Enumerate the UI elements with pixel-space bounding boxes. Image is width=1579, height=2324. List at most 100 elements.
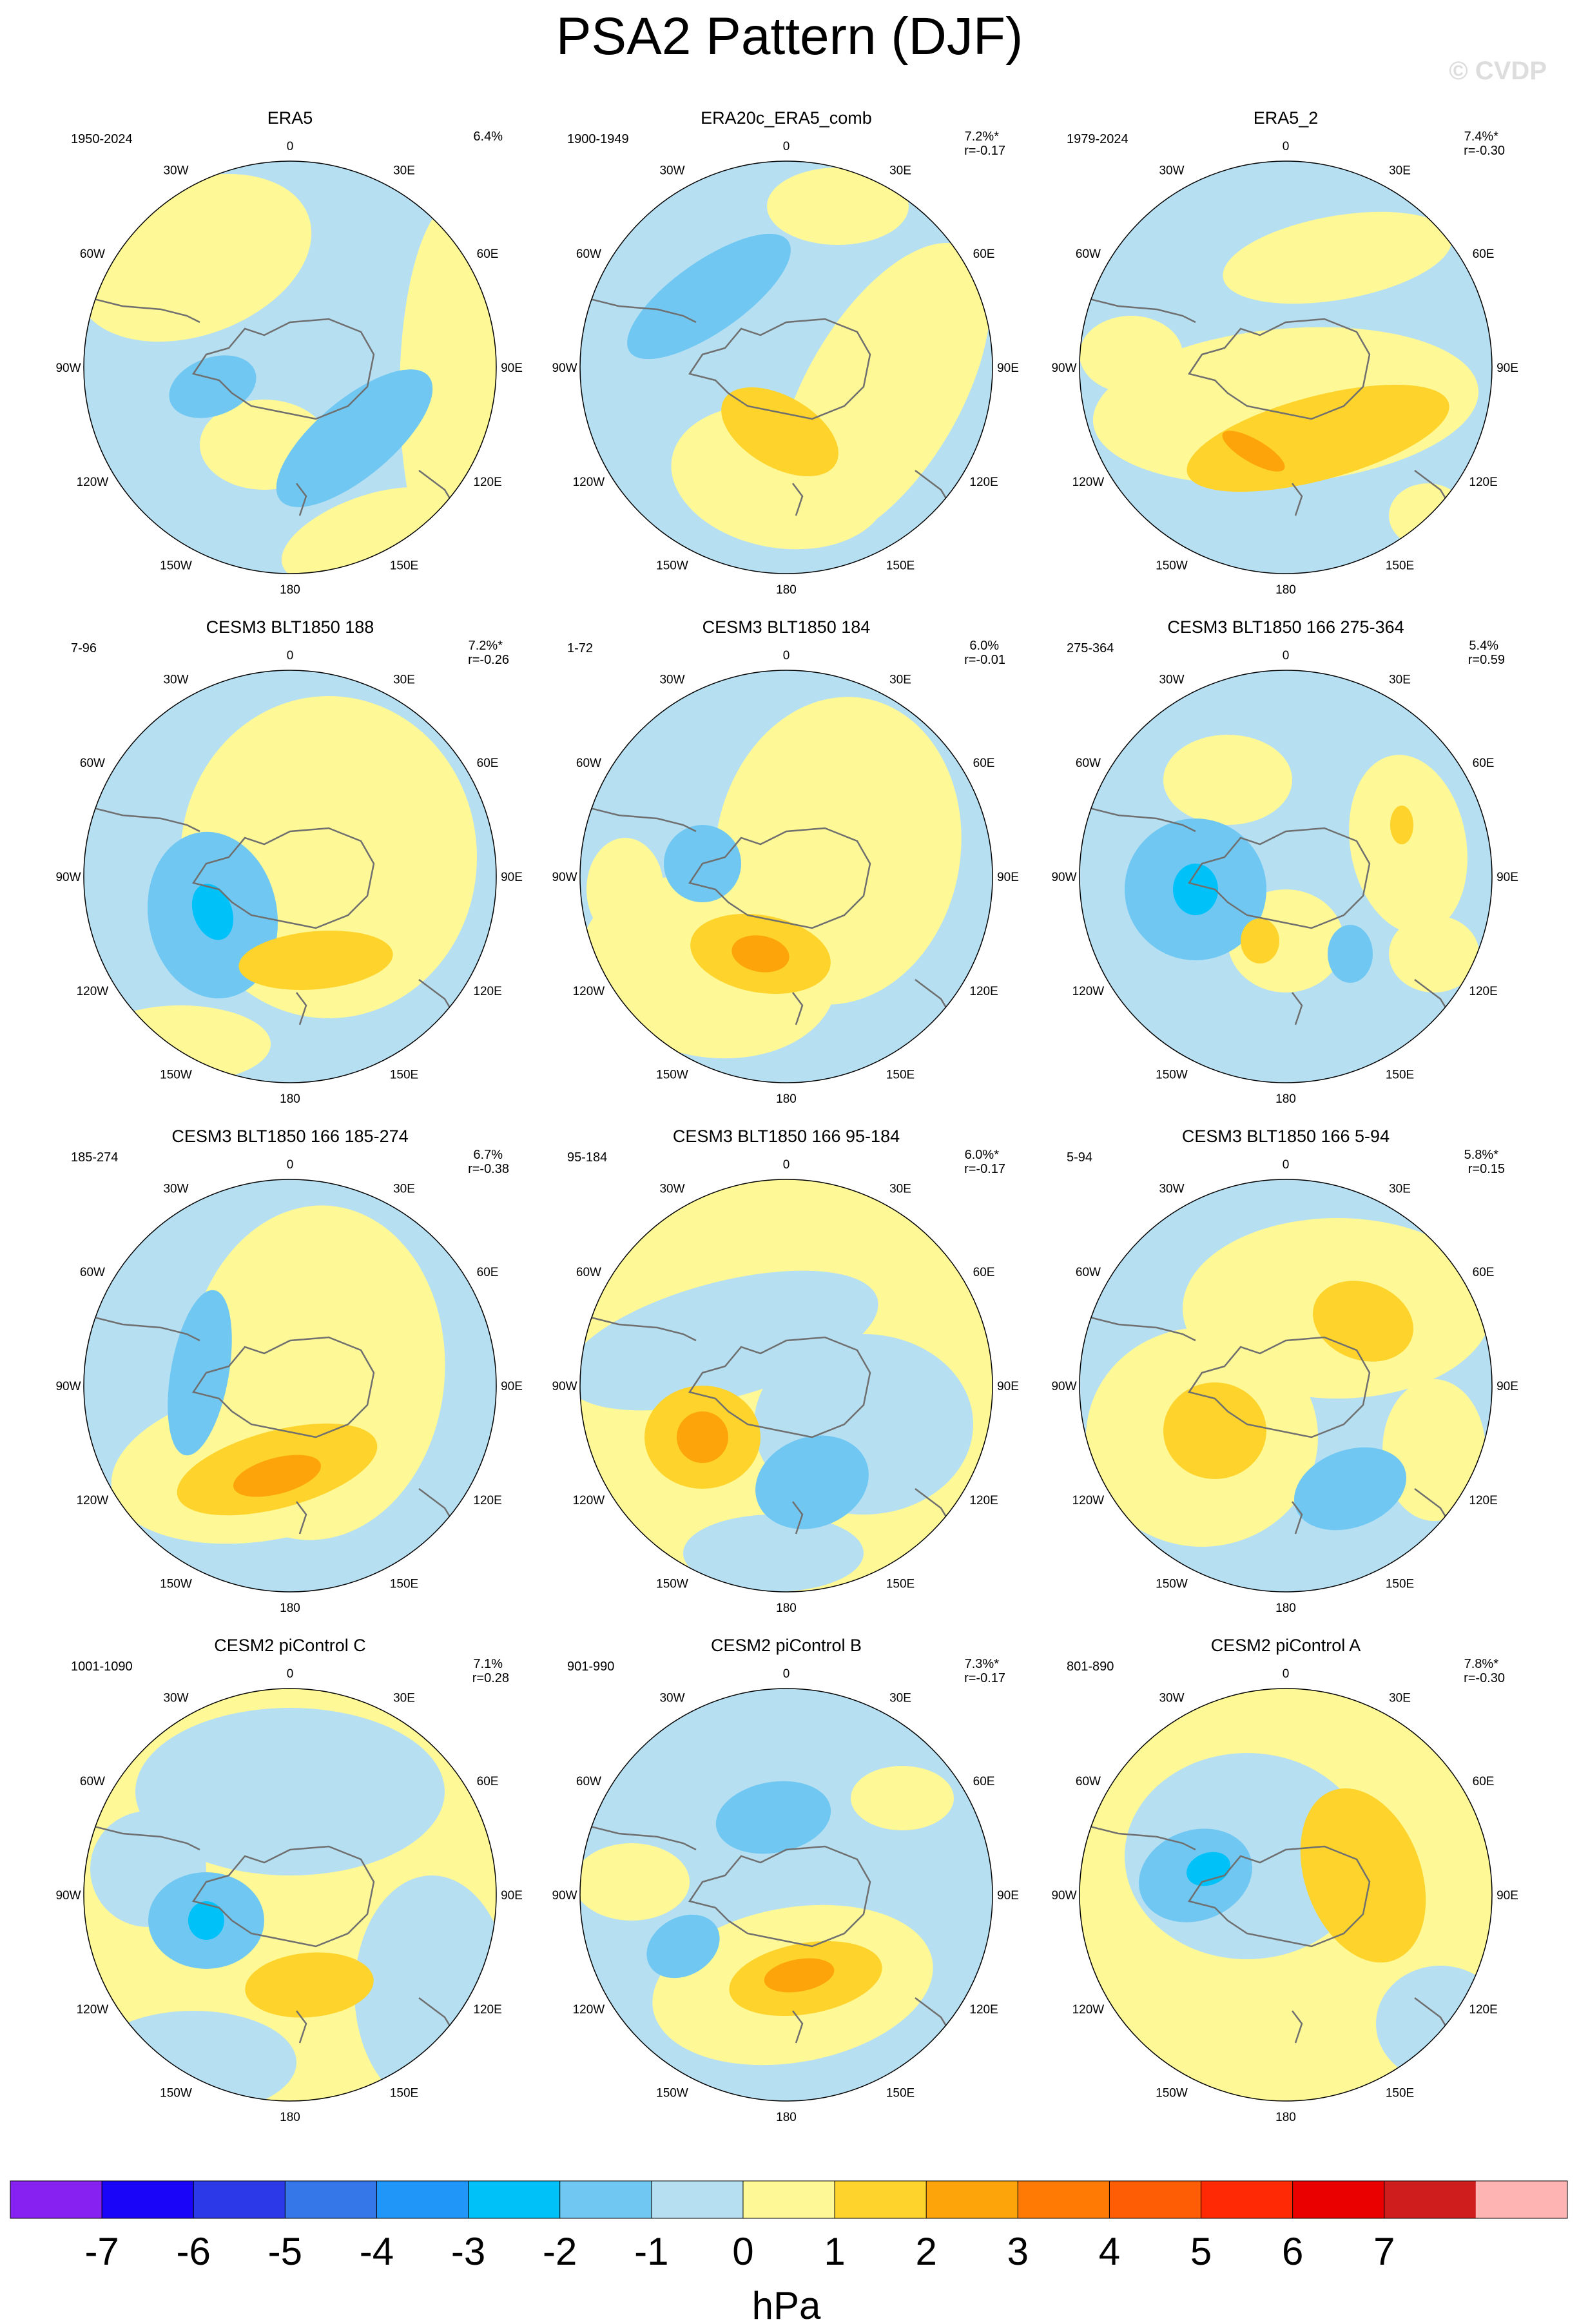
longitude-label: 90W [1051,1380,1076,1393]
longitude-label: 60E [973,1266,995,1279]
longitude-label: 30E [393,164,415,177]
panel-years: 1-72 [567,641,593,655]
longitude-label: 90E [501,871,523,884]
longitude-label: 90E [1497,871,1518,884]
longitude-label: 30E [889,673,911,686]
contour-region [1328,925,1373,983]
longitude-label: 150W [160,559,192,573]
colorbar-label: -5 [268,2230,302,2273]
panel-variance: 7.4%* [1464,130,1499,144]
longitude-label: 60W [576,1266,601,1279]
longitude-label: 0 [1283,1158,1290,1172]
longitude-label: 90W [1051,871,1076,884]
colorbar-unit: hPa [752,2284,821,2324]
contour-region [580,1270,878,1411]
longitude-label: 150W [160,1069,192,1082]
longitude-label: 150E [886,1578,915,1591]
contour-region [245,1952,374,2018]
panel-title: CESM2 piControl A [1211,1636,1361,1655]
panel-correlation: r=-0.26 [468,653,509,667]
longitude-label: 180 [280,2111,300,2124]
panel-correlation: r=-0.38 [468,1162,509,1176]
longitude-label: 120E [473,985,501,998]
longitude-label: 150W [1156,1069,1188,1082]
map-panels: 0 30E 60E 90E 120E 150E 180 150W 120W 90W 60W 30W ER… [55,108,1518,2124]
map-border [83,1688,497,2102]
longitude-label: 90E [997,362,1019,375]
longitude-label: 120E [1469,985,1497,998]
colorbar-swatch [926,2181,1018,2218]
contour-region [764,1958,835,1993]
colorbar-label: 7 [1373,2230,1395,2273]
longitude-label: 30W [659,1691,684,1705]
longitude-label: 120E [1469,2003,1497,2017]
contour-region [135,1708,445,1875]
panel-correlation: r=0.59 [1468,653,1505,667]
longitude-label: 90W [552,871,577,884]
longitude-label: 90E [997,1380,1019,1393]
longitude-label: 150W [656,559,688,573]
colorbar-label: 3 [1007,2230,1029,2273]
colorbar-swatch [193,2181,286,2218]
contour-region [281,487,454,574]
colorbar-label: -4 [360,2230,394,2273]
longitude-label: 30W [659,1182,684,1196]
contour-region [1382,1379,1486,1521]
contour-region [168,1290,232,1456]
longitude-label: 180 [776,2111,797,2124]
longitude-label: 150E [1386,2087,1414,2100]
longitude-label: 60W [80,1266,105,1279]
contour-region [1349,755,1468,934]
longitude-label: 60W [576,247,601,261]
longitude-label: 30W [163,1691,188,1705]
map-panel: 0 30E 60E 90E 120E 150E 180 150W 120W 90W 60W 30W CE… [55,617,522,1106]
contour-region [1241,918,1279,963]
longitude-label: 60E [1473,1266,1495,1279]
panel-years: 801-890 [1067,1660,1114,1674]
longitude-label: 60E [477,1775,499,1788]
contour-region [851,1766,954,1830]
longitude-label: 150E [886,1069,915,1082]
longitude-label: 30W [163,1182,188,1196]
longitude-label: 0 [783,1158,790,1172]
panel-title: CESM3 BLT1850 166 5-94 [1182,1127,1390,1146]
longitude-label: 60E [477,757,499,770]
panel-variance: 7.2%* [965,130,1000,144]
longitude-label: 60W [80,247,105,261]
panel-variance: 5.4% [1469,639,1498,653]
longitude-label: 0 [783,649,790,663]
map-border [83,1179,497,1593]
longitude-label: 0 [287,1667,294,1681]
map-panel: 0 30E 60E 90E 120E 150E 180 150W 120W 90W 60W 30W CE… [1051,1636,1518,2124]
colorbar-label: 2 [915,2230,936,2273]
map-border [1079,160,1493,574]
longitude-label: 30W [659,164,684,177]
panel-title: CESM3 BLT1850 166 275-364 [1167,617,1404,637]
contour-region [580,1843,690,1921]
contour-region [276,369,433,507]
contour-region [1163,735,1292,825]
longitude-label: 180 [776,583,797,597]
contour-region [238,930,393,991]
contour-region [731,935,790,973]
longitude-label: 120E [969,2003,998,2017]
longitude-label: 0 [287,1158,294,1172]
panel-variance: 7.8%* [1464,1657,1499,1671]
contour-region [627,233,791,360]
longitude-label: 30W [163,673,188,686]
contour-region [755,1435,869,1529]
panel-title: ERA5 [267,108,313,128]
contour-region [191,884,234,940]
colorbar-label: 5 [1190,2230,1212,2273]
longitude-label: 60E [1473,1775,1495,1788]
panel-variance: 6.7% [473,1148,503,1162]
longitude-label: 90E [501,1889,523,1903]
map-panel: 0 30E 60E 90E 120E 150E 180 150W 120W 90W 60W 30W CE… [1051,617,1518,1106]
longitude-label: 120W [1072,476,1105,489]
longitude-label: 120E [473,2003,501,2017]
contour-region [188,1901,224,1940]
longitude-label: 150W [1156,559,1188,573]
panel-years: 275-364 [1067,641,1114,655]
map-border [579,1179,993,1593]
longitude-label: 120W [573,476,605,489]
